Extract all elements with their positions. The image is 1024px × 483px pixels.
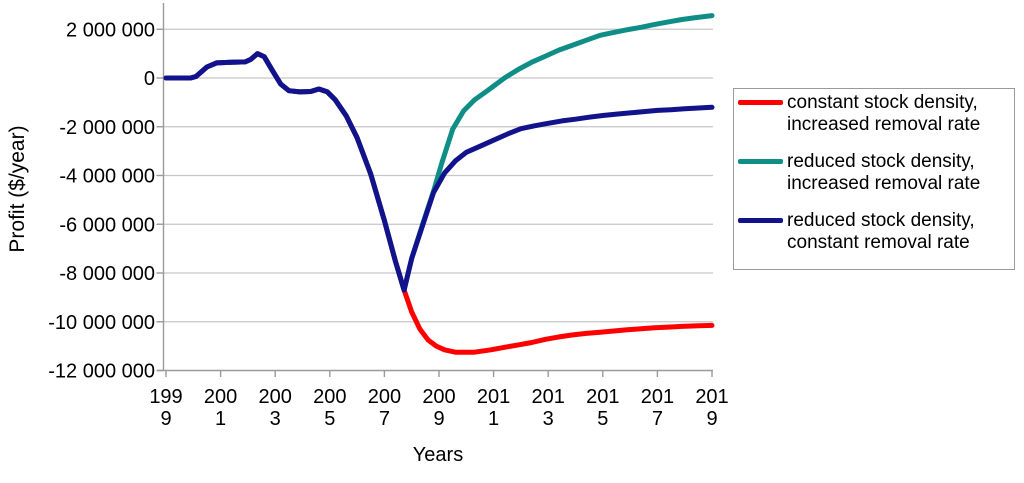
legend-line-navy-icon: [738, 218, 783, 223]
y-tick-label: -10 000 000: [48, 312, 155, 334]
x-tick-label: 9: [706, 408, 717, 430]
legend-label: reduced stock density, constant removal …: [787, 210, 975, 253]
series-line-0: [163, 51, 715, 355]
x-tick-label: 3: [270, 408, 281, 430]
legend-item-reduced-density-constant-removal: reduced stock density, constant removal …: [738, 210, 1012, 254]
y-tick-label: -12 000 000: [48, 361, 155, 383]
x-tick-label: 201: [586, 386, 619, 408]
y-axis-title: Profit ($/year): [6, 125, 29, 253]
x-tick-label: 201: [641, 386, 674, 408]
series-line-2: [163, 51, 715, 293]
x-tick-label: 201: [695, 386, 728, 408]
x-axis-title: Years: [412, 444, 464, 466]
x-tick-label: 201: [477, 386, 510, 408]
x-tick-label: 7: [652, 408, 663, 430]
legend: constant stock density, increased remova…: [733, 88, 1015, 270]
legend-label: reduced stock density, increased removal…: [787, 151, 981, 194]
x-tick-label: 201: [532, 386, 565, 408]
x-tick-label: 5: [597, 408, 608, 430]
x-tick-label: 199: [149, 386, 182, 408]
y-tick-label: -4 000 000: [59, 166, 155, 188]
y-tick-label: -8 000 000: [59, 263, 155, 285]
legend-item-reduced-density-increased-removal: reduced stock density, increased removal…: [738, 151, 1012, 195]
series-line-1: [163, 13, 715, 293]
x-tick-label: 200: [259, 386, 292, 408]
x-tick-label: 3: [543, 408, 554, 430]
x-tick-label: 200: [368, 386, 401, 408]
legend-line-red-icon: [738, 100, 783, 105]
x-tick-label: 9: [160, 408, 171, 430]
y-tick-label: 0: [144, 68, 155, 90]
legend-item-constant-density: constant stock density, increased remova…: [738, 92, 1012, 136]
x-tick-label: 200: [422, 386, 455, 408]
y-tick-label: 2 000 000: [66, 19, 155, 41]
y-tick-label: -2 000 000: [59, 117, 155, 139]
x-tick-label: 1: [215, 408, 226, 430]
x-tick-label: 200: [313, 386, 346, 408]
x-tick-label: 7: [379, 408, 390, 430]
x-tick-label: 200: [204, 386, 237, 408]
x-tick-label: 1: [488, 408, 499, 430]
y-tick-label: -6 000 000: [59, 214, 155, 236]
legend-label: constant stock density, increased remova…: [787, 92, 981, 135]
x-tick-label: 9: [433, 408, 444, 430]
legend-line-teal-icon: [738, 159, 783, 164]
x-tick-label: 5: [324, 408, 335, 430]
